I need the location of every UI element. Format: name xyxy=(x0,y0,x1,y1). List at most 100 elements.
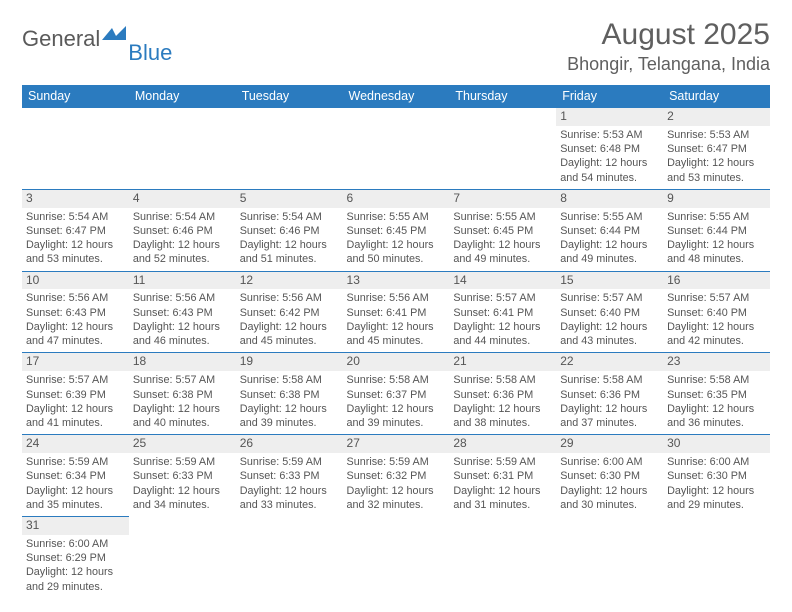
daylight-label: Daylight: xyxy=(240,239,282,251)
daylight-line: Daylight: 12 hours and 40 minutes. xyxy=(133,402,232,431)
daylight-label: Daylight: xyxy=(667,239,709,251)
calendar-cell: 25Sunrise: 5:59 AMSunset: 6:33 PMDayligh… xyxy=(129,435,236,517)
sunrise-line: Sunrise: 6:00 AM xyxy=(667,455,766,469)
sunrise-line: Sunrise: 5:57 AM xyxy=(26,373,125,387)
daylight-label: Daylight: xyxy=(240,485,282,497)
daylight-line: Daylight: 12 hours and 42 minutes. xyxy=(667,320,766,349)
weekday-header: Wednesday xyxy=(343,85,450,108)
sunrise-line: Sunrise: 5:59 AM xyxy=(453,455,552,469)
sunset-line: Sunset: 6:43 PM xyxy=(26,306,125,320)
daylight-label: Daylight: xyxy=(133,239,175,251)
sunset-label: Sunset: xyxy=(453,470,490,482)
sunset-line: Sunset: 6:34 PM xyxy=(26,469,125,483)
sunset-label: Sunset: xyxy=(347,389,384,401)
daylight-line: Daylight: 12 hours and 50 minutes. xyxy=(347,238,446,267)
sunset-label: Sunset: xyxy=(667,470,704,482)
calendar-cell: 14Sunrise: 5:57 AMSunset: 6:41 PMDayligh… xyxy=(449,271,556,353)
sunset-label: Sunset: xyxy=(26,307,63,319)
sunset-line: Sunset: 6:44 PM xyxy=(560,224,659,238)
daylight-label: Daylight: xyxy=(26,239,68,251)
sunrise-line: Sunrise: 5:53 AM xyxy=(560,128,659,142)
sunset-label: Sunset: xyxy=(347,225,384,237)
day-number: 13 xyxy=(343,272,450,290)
sunrise-label: Sunrise: xyxy=(347,374,387,386)
sunrise-line: Sunrise: 5:58 AM xyxy=(240,373,339,387)
sunrise-label: Sunrise: xyxy=(667,456,707,468)
sunset-value: 6:41 PM xyxy=(493,307,533,319)
sunrise-label: Sunrise: xyxy=(26,538,66,550)
sunset-label: Sunset: xyxy=(667,143,704,155)
sunrise-line: Sunrise: 5:59 AM xyxy=(133,455,232,469)
calendar-cell: 18Sunrise: 5:57 AMSunset: 6:38 PMDayligh… xyxy=(129,353,236,435)
sunset-label: Sunset: xyxy=(240,389,277,401)
daylight-line: Daylight: 12 hours and 30 minutes. xyxy=(560,484,659,513)
sunrise-line: Sunrise: 5:55 AM xyxy=(453,210,552,224)
calendar-cell: 24Sunrise: 5:59 AMSunset: 6:34 PMDayligh… xyxy=(22,435,129,517)
sunset-line: Sunset: 6:41 PM xyxy=(347,306,446,320)
daylight-line: Daylight: 12 hours and 34 minutes. xyxy=(133,484,232,513)
sunset-value: 6:38 PM xyxy=(279,389,319,401)
daylight-label: Daylight: xyxy=(667,321,709,333)
logo-text-1: General xyxy=(22,26,100,52)
calendar-cell: 4Sunrise: 5:54 AMSunset: 6:46 PMDaylight… xyxy=(129,189,236,271)
day-number: 8 xyxy=(556,190,663,208)
day-number: 26 xyxy=(236,435,343,453)
sunrise-label: Sunrise: xyxy=(240,456,280,468)
sunset-value: 6:30 PM xyxy=(707,470,747,482)
day-number: 17 xyxy=(22,353,129,371)
daylight-label: Daylight: xyxy=(560,239,602,251)
daylight-line: Daylight: 12 hours and 52 minutes. xyxy=(133,238,232,267)
daylight-line: Daylight: 12 hours and 33 minutes. xyxy=(240,484,339,513)
sunrise-line: Sunrise: 5:56 AM xyxy=(26,291,125,305)
daylight-line: Daylight: 12 hours and 31 minutes. xyxy=(453,484,552,513)
sunrise-label: Sunrise: xyxy=(133,211,173,223)
daylight-line: Daylight: 12 hours and 51 minutes. xyxy=(240,238,339,267)
sunset-label: Sunset: xyxy=(667,225,704,237)
calendar-cell xyxy=(22,108,129,190)
sunrise-line: Sunrise: 6:00 AM xyxy=(560,455,659,469)
sunset-line: Sunset: 6:38 PM xyxy=(240,388,339,402)
sunrise-value: 5:56 AM xyxy=(282,292,322,304)
sunset-line: Sunset: 6:47 PM xyxy=(26,224,125,238)
day-number: 15 xyxy=(556,272,663,290)
day-number: 6 xyxy=(343,190,450,208)
daylight-line: Daylight: 12 hours and 45 minutes. xyxy=(240,320,339,349)
sunrise-line: Sunrise: 5:56 AM xyxy=(347,291,446,305)
sunrise-value: 5:55 AM xyxy=(603,211,643,223)
calendar-cell: 31Sunrise: 6:00 AMSunset: 6:29 PMDayligh… xyxy=(22,517,129,598)
sunset-label: Sunset: xyxy=(560,389,597,401)
sunrise-value: 5:59 AM xyxy=(69,456,109,468)
calendar-head: SundayMondayTuesdayWednesdayThursdayFrid… xyxy=(22,85,770,108)
calendar-cell: 19Sunrise: 5:58 AMSunset: 6:38 PMDayligh… xyxy=(236,353,343,435)
day-number: 1 xyxy=(556,108,663,126)
daylight-line: Daylight: 12 hours and 46 minutes. xyxy=(133,320,232,349)
sunrise-value: 5:56 AM xyxy=(389,292,429,304)
day-number: 22 xyxy=(556,353,663,371)
sunset-value: 6:34 PM xyxy=(66,470,106,482)
sunrise-label: Sunrise: xyxy=(453,292,493,304)
sunset-value: 6:32 PM xyxy=(386,470,426,482)
sunset-line: Sunset: 6:36 PM xyxy=(453,388,552,402)
sunrise-value: 5:55 AM xyxy=(710,211,750,223)
daylight-label: Daylight: xyxy=(347,321,389,333)
weekday-header: Sunday xyxy=(22,85,129,108)
sunrise-value: 5:55 AM xyxy=(389,211,429,223)
sunrise-label: Sunrise: xyxy=(560,211,600,223)
sunset-value: 6:33 PM xyxy=(172,470,212,482)
sunset-label: Sunset: xyxy=(453,389,490,401)
sunset-value: 6:37 PM xyxy=(386,389,426,401)
sunset-value: 6:41 PM xyxy=(386,307,426,319)
page-title: August 2025 xyxy=(567,18,770,52)
daylight-label: Daylight: xyxy=(240,403,282,415)
sunrise-value: 5:54 AM xyxy=(282,211,322,223)
calendar-cell: 12Sunrise: 5:56 AMSunset: 6:42 PMDayligh… xyxy=(236,271,343,353)
sunrise-value: 5:55 AM xyxy=(496,211,536,223)
daylight-label: Daylight: xyxy=(347,403,389,415)
sunset-line: Sunset: 6:38 PM xyxy=(133,388,232,402)
daylight-line: Daylight: 12 hours and 54 minutes. xyxy=(560,156,659,185)
daylight-label: Daylight: xyxy=(453,239,495,251)
sunset-line: Sunset: 6:31 PM xyxy=(453,469,552,483)
day-number: 28 xyxy=(449,435,556,453)
sunset-label: Sunset: xyxy=(240,225,277,237)
daylight-label: Daylight: xyxy=(26,485,68,497)
